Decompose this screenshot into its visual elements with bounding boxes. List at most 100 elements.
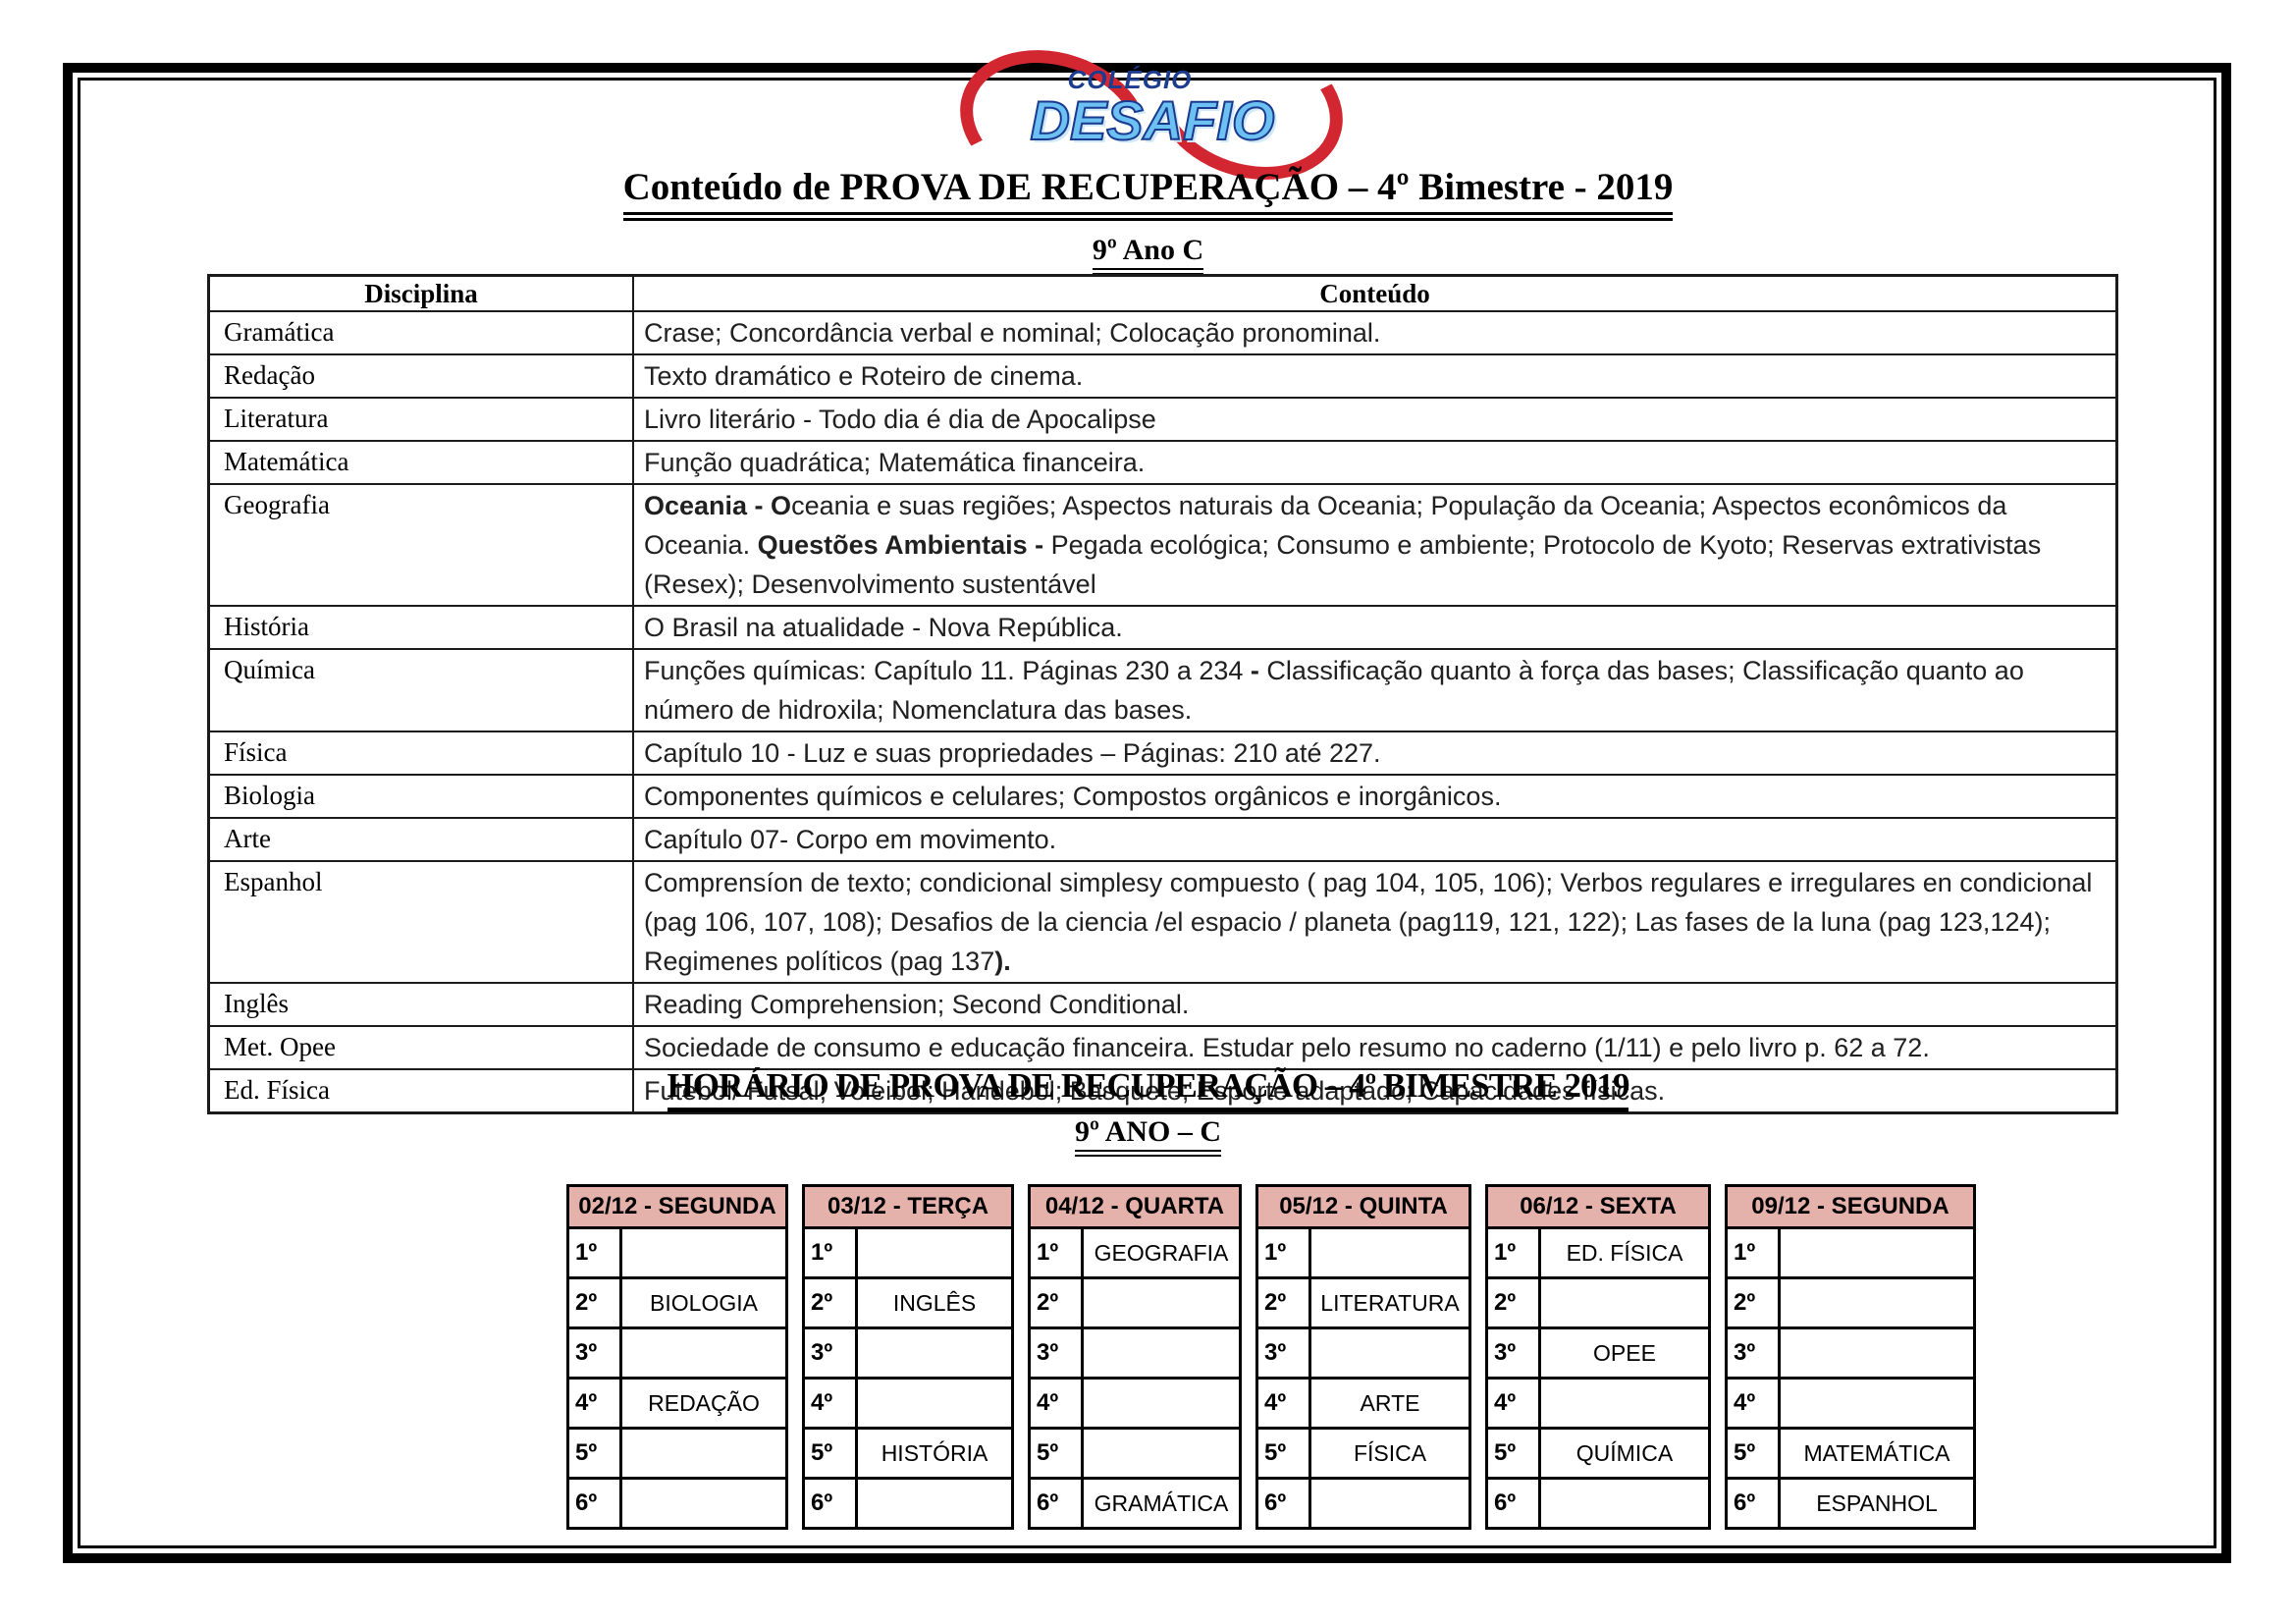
period-label: 4º	[1485, 1377, 1541, 1430]
column-header-disciplina: Disciplina	[207, 274, 634, 312]
schedule-subject-cell: OPEE	[1538, 1326, 1711, 1380]
schedule-day-header: 09/12 - SEGUNDA	[1725, 1184, 1976, 1229]
schedule-subject-cell	[1538, 1377, 1711, 1430]
table-row: Ed. Física Futebol/ Futsal; Voleibol; Ha…	[207, 1068, 2118, 1114]
table-row: Física Capítulo 10 - Luz e suas propried…	[207, 731, 2118, 776]
schedule-subject-cell	[619, 1477, 788, 1530]
table-row: História O Brasil na atualidade - Nova R…	[207, 605, 2118, 650]
schedule-subject-cell	[619, 1427, 788, 1480]
period-label: 6º	[1028, 1477, 1084, 1530]
period-label: 5º	[1028, 1427, 1084, 1480]
content-cell: O Brasil na atualidade - Nova República.	[632, 605, 2118, 650]
discipline-cell: Redação	[207, 353, 634, 399]
table-row: Química Funções químicas: Capítulo 11. P…	[207, 648, 2118, 732]
discipline-cell: Espanhol	[207, 860, 634, 984]
page-title: Conteúdo de PROVA DE RECUPERAÇÃO – 4º Bi…	[622, 165, 1674, 221]
schedule-subject-cell	[1081, 1377, 1242, 1430]
period-label: 1º	[1028, 1226, 1084, 1279]
schedule-subject-cell: QUÍMICA	[1538, 1427, 1711, 1480]
discipline-cell: História	[207, 605, 634, 650]
table-row: Biologia Componentes químicos e celulare…	[207, 774, 2118, 819]
discipline-cell: Ed. Física	[207, 1068, 634, 1114]
schedule-subject-cell	[1778, 1226, 1976, 1279]
discipline-cell: Inglês	[207, 982, 634, 1027]
content-cell: Funções químicas: Capítulo 11. Páginas 2…	[632, 648, 2118, 732]
schedule-subtitle: 9º ANO – C	[1074, 1115, 1222, 1157]
logo-colegio-text: COLÉGIO	[1067, 65, 1193, 94]
school-logo: COLÉGIO DESAFIO	[940, 9, 1362, 221]
period-label: 2º	[1485, 1276, 1541, 1329]
schedule-subject-cell: ESPANHOL	[1778, 1477, 1976, 1530]
schedule-day-monday-0912: 09/12 - SEGUNDA 1º 2º 3º 4º 5º MATEMÁTICA…	[1725, 1184, 1976, 1530]
schedule-subject-cell: LITERATURA	[1308, 1276, 1471, 1329]
period-label: 4º	[802, 1377, 858, 1430]
content-text: Questões Ambientais -	[757, 530, 1051, 560]
schedule-day-wednesday-0412: 04/12 - QUARTA 1º GEOGRAFIA 2º 3º 4º 5º 6…	[1028, 1184, 1242, 1530]
content-text: Comprensíon de texto; condicional simple…	[644, 868, 2093, 976]
content-cell: Futebol/ Futsal; Voleibol; Handebol; Bas…	[632, 1068, 2118, 1114]
schedule-subject-cell: FÍSICA	[1308, 1427, 1471, 1480]
period-label: 4º	[1725, 1377, 1781, 1430]
content-text: -	[1250, 656, 1267, 685]
period-label: 4º	[1255, 1377, 1311, 1430]
table-row: Arte Capítulo 07- Corpo em movimento.	[207, 817, 2118, 862]
schedule-subject-cell	[1538, 1477, 1711, 1530]
schedule-subject-cell	[619, 1226, 788, 1279]
period-label: 3º	[802, 1326, 858, 1380]
schedule-subject-cell	[855, 1326, 1014, 1380]
schedule-subject-cell	[855, 1377, 1014, 1430]
content-cell: Crase; Concordância verbal e nominal; Co…	[632, 310, 2118, 355]
period-label: 3º	[1255, 1326, 1311, 1380]
schedule-subject-cell: MATEMÁTICA	[1778, 1427, 1976, 1480]
schedule-subject-cell	[1081, 1326, 1242, 1380]
period-label: 4º	[566, 1377, 622, 1430]
period-label: 5º	[1485, 1427, 1541, 1480]
schedule-day-friday-0612: 06/12 - SEXTA 1º ED. FÍSICA 2º 3º OPEE 4º …	[1485, 1184, 1711, 1530]
schedule-tables: 02/12 - SEGUNDA 1º 2º BIOLOGIA 3º 4º REDAÇ…	[566, 1184, 1976, 1530]
schedule-subject-cell	[855, 1226, 1014, 1279]
content-cell: Oceania - Oceania e suas regiões; Aspect…	[632, 483, 2118, 607]
schedule-title: HORÁRIO DE PROVA DE RECUPERAÇÃO – 4º BIM…	[667, 1066, 1629, 1112]
content-text: O Brasil na atualidade - Nova República.	[644, 613, 1123, 642]
discipline-cell: Matemática	[207, 440, 634, 485]
table-row: Espanhol Comprensíon de texto; condicion…	[207, 860, 2118, 984]
period-label: 3º	[1485, 1326, 1541, 1380]
content-cell: Capítulo 07- Corpo em movimento.	[632, 817, 2118, 862]
period-label: 6º	[1725, 1477, 1781, 1530]
content-text: Função quadrática; Matemática financeira…	[644, 448, 1146, 477]
content-text: ceania e suas regiões; Aspectos naturais…	[644, 491, 2007, 560]
schedule-subject-cell: GRAMÁTICA	[1081, 1477, 1242, 1530]
period-label: 3º	[566, 1326, 622, 1380]
period-label: 2º	[1255, 1276, 1311, 1329]
period-label: 2º	[802, 1276, 858, 1329]
content-text: Futebol/ Futsal; Voleibol; Handebol; Bas…	[644, 1076, 1666, 1106]
discipline-cell: Met. Opee	[207, 1025, 634, 1070]
content-text: Livro literário - Todo dia é dia de Apoc…	[644, 405, 1156, 434]
period-label: 1º	[1725, 1226, 1781, 1279]
period-label: 5º	[802, 1427, 858, 1480]
content-cell: Função quadrática; Matemática financeira…	[632, 440, 2118, 485]
content-text: Classificação quanto à força das bases; …	[644, 656, 2024, 725]
table-row: Matemática Função quadrática; Matemática…	[207, 440, 2118, 485]
schedule-subject-cell	[1778, 1377, 1976, 1430]
schedule-subject-cell	[1308, 1477, 1471, 1530]
schedule-subject-cell	[1081, 1276, 1242, 1329]
content-text: Funções químicas: Capítulo 11. Páginas 2…	[644, 656, 1251, 685]
period-label: 1º	[1485, 1226, 1541, 1279]
schedule-subject-cell	[1308, 1226, 1471, 1279]
schedule-day-header: 05/12 - QUINTA	[1255, 1184, 1471, 1229]
period-label: 6º	[566, 1477, 622, 1530]
content-cell: Reading Comprehension; Second Conditiona…	[632, 982, 2118, 1027]
period-label: 1º	[566, 1226, 622, 1279]
content-text: Crase; Concordância verbal e nominal; Co…	[644, 318, 1381, 348]
content-cell: Comprensíon de texto; condicional simple…	[632, 860, 2118, 984]
schedule-subject-cell	[1308, 1326, 1471, 1380]
schedule-subject-cell: GEOGRAFIA	[1081, 1226, 1242, 1279]
schedule-subject-cell: ED. FÍSICA	[1538, 1226, 1711, 1279]
discipline-cell: Química	[207, 648, 634, 732]
content-table-header-row: Disciplina Conteúdo	[207, 274, 2118, 312]
period-label: 1º	[1255, 1226, 1311, 1279]
discipline-cell: Física	[207, 731, 634, 776]
logo-desafio-text: DESAFIO	[1030, 88, 1276, 152]
schedule-subject-cell: INGLÊS	[855, 1276, 1014, 1329]
